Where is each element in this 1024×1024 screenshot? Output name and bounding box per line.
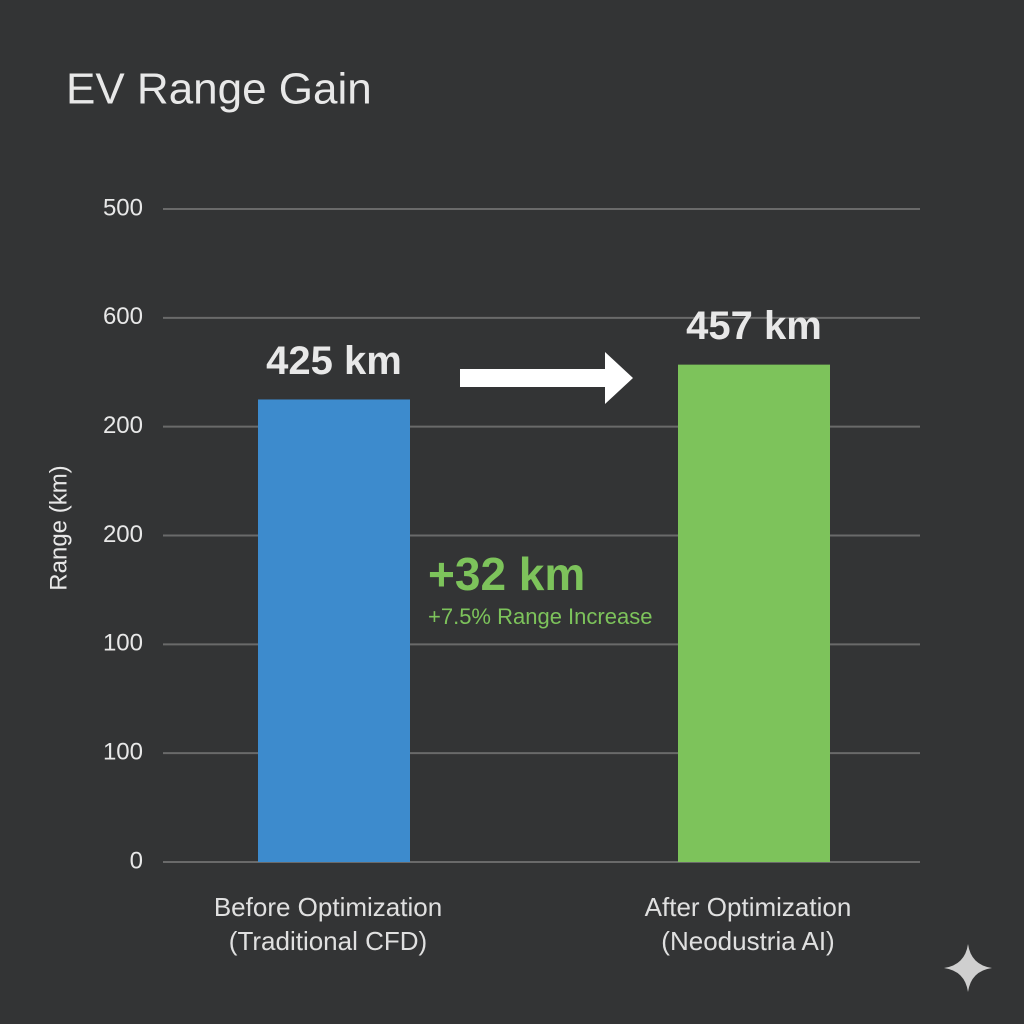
gain-percent: +7.5% Range Increase: [428, 604, 652, 629]
bar: [678, 364, 830, 862]
y-axis-label: Range (km): [45, 465, 72, 590]
y-tick-label: 200: [103, 412, 143, 439]
gain-annotation: +32 km: [428, 548, 585, 600]
y-tick-label: 200: [103, 521, 143, 548]
y-tick-label: 100: [103, 739, 143, 766]
value-label: 457 km: [686, 304, 822, 348]
y-tick-label: 500: [103, 194, 143, 221]
value-label: 425 km: [266, 339, 402, 383]
y-tick-label: 0: [130, 847, 143, 874]
sparkle-icon: [944, 944, 992, 992]
x-tick-label: Before Optimization (Traditional CFD): [213, 892, 443, 956]
x-tick-label: After Optimization (Neodustria AI): [644, 892, 852, 956]
y-tick-label: 600: [103, 303, 143, 330]
y-tick-label: 100: [103, 630, 143, 657]
chart-title: EV Range Gain: [66, 65, 372, 114]
arrow: [460, 352, 633, 404]
bar: [258, 399, 410, 862]
